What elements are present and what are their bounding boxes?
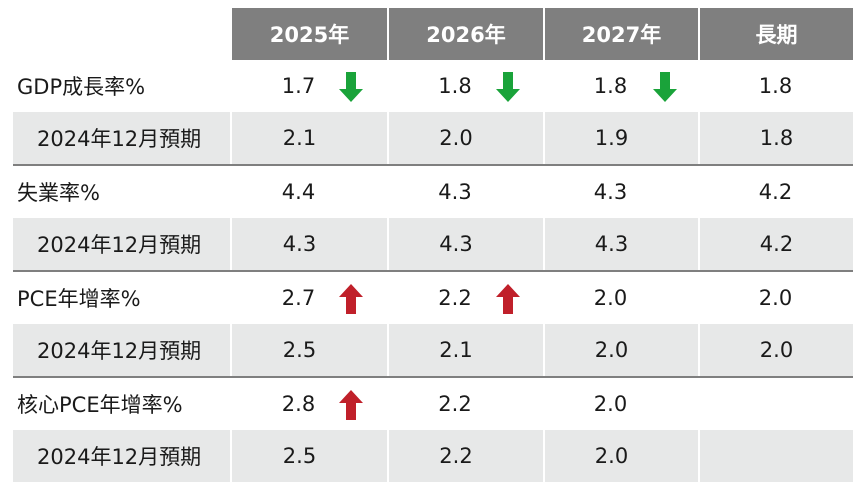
- row-label: 2024年12月預期: [13, 430, 230, 482]
- value: 1.9: [594, 126, 629, 150]
- value-cell: 4.3: [543, 166, 698, 218]
- row-label: GDP成長率%: [17, 75, 146, 99]
- value: 1.8: [593, 74, 628, 98]
- header-long-term: 長期: [698, 8, 853, 60]
- value-cell: 4.3: [230, 218, 387, 270]
- value-cell: 2.0: [698, 324, 853, 376]
- forecast-table: 2025年 2026年 2027年 長期 GDP成長率% 1.7 1.8 1.8…: [13, 8, 853, 482]
- header-2027: 2027年: [543, 8, 698, 60]
- value: 2.7: [281, 286, 316, 310]
- value-cell: 1.8: [698, 112, 853, 164]
- value-cell: [698, 378, 853, 430]
- value-cell: 2.1: [230, 112, 387, 164]
- value: 1.8: [759, 126, 794, 150]
- value-cell: 2.2: [387, 272, 543, 324]
- arrow-up-icon: [339, 284, 363, 314]
- value: 2.0: [594, 444, 629, 468]
- table-row: GDP成長率% 1.7 1.8 1.8 1.8: [13, 60, 853, 112]
- value: 4.4: [281, 180, 316, 204]
- table-row: 2024年12月預期 2.5 2.1 2.0 2.0: [13, 324, 853, 376]
- header-corner: [13, 8, 230, 60]
- value-cell: 2.2: [387, 430, 543, 482]
- value: 2.0: [593, 392, 628, 416]
- table-row: 失業率% 4.4 4.3 4.3 4.2: [13, 164, 853, 218]
- table-row: PCE年增率% 2.7 2.2 2.0 2.0: [13, 270, 853, 324]
- value: 2.0: [594, 338, 629, 362]
- value-cell: 2.1: [387, 324, 543, 376]
- value: 2.1: [282, 126, 317, 150]
- value: 2.5: [282, 444, 317, 468]
- value-cell: 2.5: [230, 430, 387, 482]
- value-cell: 2.0: [387, 112, 543, 164]
- value-cell: 1.7: [230, 60, 387, 112]
- value-cell: 2.8: [230, 378, 387, 430]
- arrow-down-icon: [496, 72, 520, 102]
- header-2025: 2025年: [230, 8, 387, 60]
- table-header: 2025年 2026年 2027年 長期: [13, 8, 853, 60]
- value-cell: 4.3: [543, 218, 698, 270]
- row-label: 2024年12月預期: [13, 218, 230, 270]
- value-cell: [698, 430, 853, 482]
- value: 4.2: [758, 180, 793, 204]
- value-cell: 4.3: [387, 166, 543, 218]
- value-cell: 1.8: [387, 60, 543, 112]
- value: 2.2: [439, 444, 473, 468]
- value: 2.2: [438, 286, 472, 310]
- value: 2.1: [439, 338, 473, 362]
- value-cell: 2.2: [387, 378, 543, 430]
- value: 2.0: [593, 286, 628, 310]
- value-cell: 2.5: [230, 324, 387, 376]
- value-cell: 1.8: [698, 60, 853, 112]
- value-cell: 2.0: [698, 272, 853, 324]
- value-cell: 1.8: [543, 60, 698, 112]
- value: 4.3: [594, 232, 629, 256]
- value-cell: 4.2: [698, 166, 853, 218]
- value: 2.2: [438, 392, 472, 416]
- value: 2.5: [282, 338, 317, 362]
- value: 4.3: [439, 232, 473, 256]
- row-label: 失業率%: [17, 181, 100, 205]
- arrow-down-icon: [339, 72, 363, 102]
- value-cell: 2.0: [543, 430, 698, 482]
- value-cell: 4.4: [230, 166, 387, 218]
- table-row: 2024年12月預期 4.3 4.3 4.3 4.2: [13, 218, 853, 270]
- value: 2.0: [439, 126, 473, 150]
- value-cell: 2.7: [230, 272, 387, 324]
- value: 4.3: [282, 232, 317, 256]
- table-row: 核心PCE年增率% 2.8 2.2 2.0: [13, 376, 853, 430]
- value: 2.8: [281, 392, 316, 416]
- row-label: 2024年12月預期: [13, 324, 230, 376]
- value-cell: 2.0: [543, 324, 698, 376]
- header-2026: 2026年: [387, 8, 543, 60]
- value-cell: 1.9: [543, 112, 698, 164]
- value-cell: 2.0: [543, 378, 698, 430]
- value-cell: 2.0: [543, 272, 698, 324]
- row-label: PCE年增率%: [17, 287, 141, 311]
- arrow-up-icon: [339, 390, 363, 420]
- value-cell: 4.3: [387, 218, 543, 270]
- row-label: 2024年12月預期: [13, 112, 230, 164]
- table-row: 2024年12月預期 2.1 2.0 1.9 1.8: [13, 112, 853, 164]
- value: 4.3: [593, 180, 628, 204]
- value: 4.2: [759, 232, 794, 256]
- value: 2.0: [758, 286, 793, 310]
- value-cell: 4.2: [698, 218, 853, 270]
- table-row: 2024年12月預期 2.5 2.2 2.0: [13, 430, 853, 482]
- value: 1.7: [281, 74, 316, 98]
- value: 1.8: [758, 74, 793, 98]
- arrow-down-icon: [653, 72, 677, 102]
- value: 1.8: [438, 74, 472, 98]
- value: 2.0: [759, 338, 794, 362]
- row-label: 核心PCE年增率%: [17, 393, 183, 417]
- arrow-up-icon: [496, 284, 520, 314]
- value: 4.3: [438, 180, 472, 204]
